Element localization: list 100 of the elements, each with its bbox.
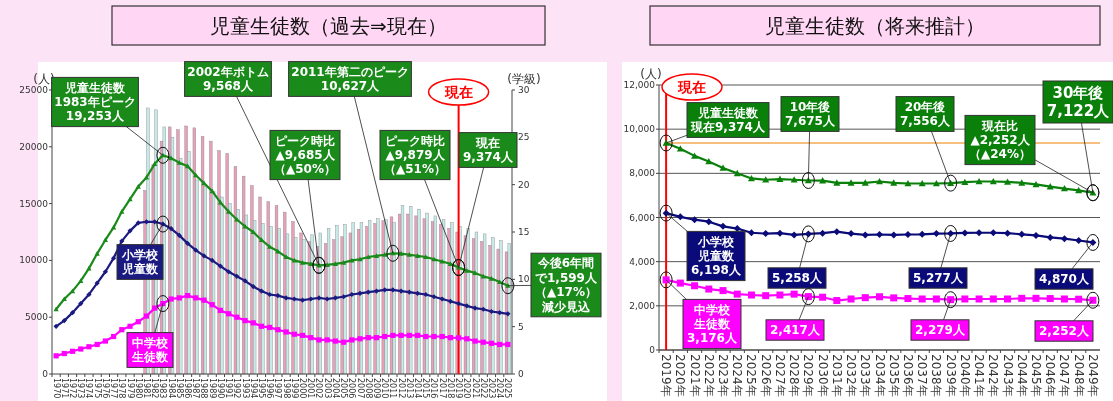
x-tick-label: 2035年 <box>886 354 901 397</box>
x-tick-label: 2007 <box>355 378 365 399</box>
point <box>53 353 59 359</box>
x-tick-label: 1992 <box>232 378 242 399</box>
point <box>505 341 511 348</box>
point <box>833 297 841 305</box>
point <box>184 240 191 246</box>
point <box>747 174 755 182</box>
x-tick-label: 2024 <box>495 378 505 399</box>
point <box>332 338 338 344</box>
point <box>168 225 174 232</box>
bar <box>335 225 339 375</box>
annotation: 2011年第二のピーク10,627人 <box>291 64 409 94</box>
annotation: 中学校生徒数3,176人 <box>687 302 738 346</box>
point <box>341 339 347 345</box>
point <box>691 152 699 159</box>
bar <box>417 209 421 375</box>
point <box>961 229 969 237</box>
x-tick-label: 2020年 <box>673 354 688 397</box>
point <box>226 208 232 214</box>
point <box>733 290 741 298</box>
point <box>135 319 141 325</box>
point <box>1060 235 1068 243</box>
point <box>119 208 125 214</box>
point <box>143 174 150 180</box>
point <box>86 344 92 350</box>
annotation: ピーク時比▲9,685人（▲50%） <box>274 133 336 177</box>
point <box>349 337 355 343</box>
point <box>472 270 478 275</box>
x-tick-label: 2011 <box>388 378 398 399</box>
x-tick-label: 2000 <box>298 378 308 399</box>
point <box>1018 230 1026 238</box>
point <box>53 306 59 312</box>
point <box>111 333 117 340</box>
annotation: 20年後7,556人 <box>900 99 951 129</box>
point <box>414 332 421 338</box>
y-tick-label: 4,000 <box>629 256 656 267</box>
point <box>275 327 281 333</box>
point <box>357 336 363 342</box>
point <box>1046 295 1054 303</box>
point <box>1004 295 1012 303</box>
point <box>989 229 997 237</box>
x-tick-label: 2043年 <box>1000 354 1015 397</box>
point <box>152 161 158 166</box>
point <box>217 199 223 205</box>
x-tick-label: 2046年 <box>1043 354 1058 397</box>
point <box>390 332 396 338</box>
annotation: 2,417人 <box>770 323 821 337</box>
point <box>989 178 997 185</box>
x-tick-label: 1995 <box>256 378 266 399</box>
point <box>217 307 223 313</box>
x-tick-label: 2002 <box>314 378 324 399</box>
x-tick-label: 1984 <box>166 378 176 399</box>
x-tick-label: 1970 <box>51 378 61 399</box>
point <box>406 332 412 338</box>
bar <box>209 140 213 375</box>
point <box>847 295 855 303</box>
x-tick-label: 2039年 <box>943 354 958 397</box>
x-tick-label: 1982 <box>150 378 160 399</box>
x-tick-label: 2047年 <box>1057 354 1072 397</box>
point <box>676 145 684 152</box>
x-tick-label: 2022年 <box>701 354 716 397</box>
point <box>78 278 84 283</box>
annotation: 2,279人 <box>915 323 966 337</box>
annotation: 2,252人 <box>1039 324 1090 338</box>
point <box>776 229 784 237</box>
point <box>69 310 76 316</box>
point <box>332 295 338 301</box>
point <box>464 268 470 273</box>
point <box>497 279 503 285</box>
point <box>762 176 770 183</box>
point <box>691 282 699 290</box>
annotation: ピーク時比▲9,879人（▲51%） <box>384 133 446 177</box>
point <box>127 323 133 329</box>
bar <box>326 228 331 375</box>
point <box>234 216 240 222</box>
point <box>747 291 755 299</box>
point <box>250 229 256 235</box>
point <box>102 237 108 243</box>
x-tick-label: 2023年 <box>716 354 731 397</box>
point <box>94 341 100 348</box>
ref-line-label: 現在 <box>677 79 706 95</box>
x-tick-label: 2005 <box>339 378 349 399</box>
x-tick-label: 1997 <box>273 378 283 399</box>
point <box>890 294 898 302</box>
x-tick-label: 2027年 <box>772 354 787 397</box>
x-tick-label: 2034年 <box>872 354 887 397</box>
annotation: 4,870人 <box>1039 272 1090 286</box>
x-tick-label: 1971 <box>59 378 69 399</box>
point <box>918 179 926 187</box>
point <box>373 288 380 294</box>
x-tick-label: 2022 <box>478 378 488 399</box>
point <box>86 291 92 298</box>
point <box>275 293 281 299</box>
y2-axis-title: (学級) <box>507 72 541 86</box>
point <box>365 289 371 295</box>
point <box>152 219 158 225</box>
x-tick-label: 1987 <box>191 378 201 399</box>
point <box>472 338 478 344</box>
point <box>989 295 997 303</box>
